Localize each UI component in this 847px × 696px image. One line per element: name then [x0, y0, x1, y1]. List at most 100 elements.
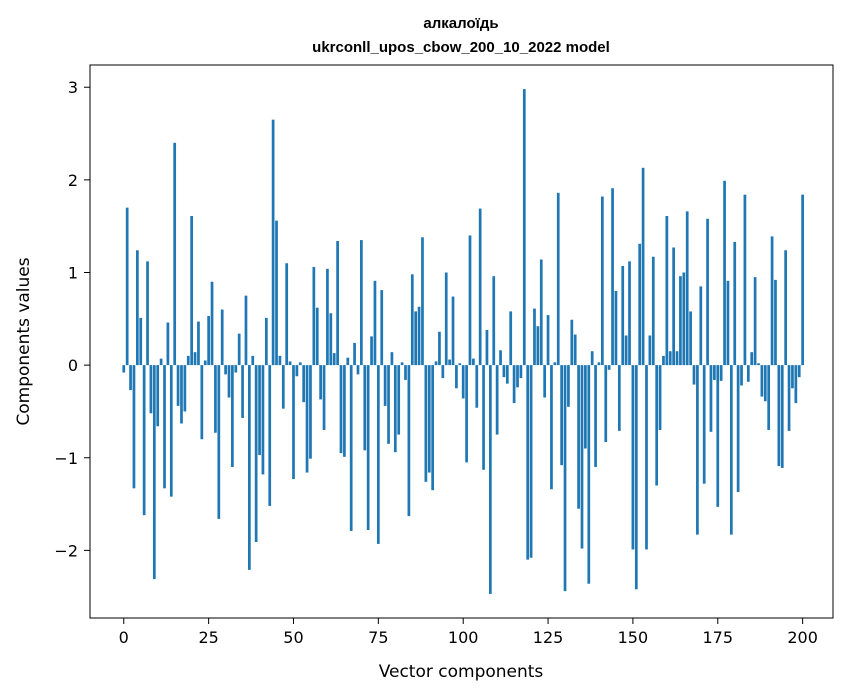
- bar-component-76: [380, 290, 384, 366]
- bar-component-18: [183, 365, 187, 412]
- bar-component-49: [288, 361, 292, 366]
- bar-component-69: [356, 365, 360, 375]
- bar-component-182: [740, 365, 743, 386]
- bar-component-108: [488, 365, 492, 594]
- bar-component-165: [682, 272, 686, 366]
- bar-component-190: [767, 365, 771, 430]
- bar-component-17: [180, 365, 183, 424]
- bar-component-64: [339, 365, 343, 454]
- bar-component-126: [550, 365, 553, 490]
- bar-component-105: [478, 208, 482, 366]
- y-tick-label: −1: [54, 449, 78, 468]
- bar-component-130: [563, 365, 567, 592]
- bar-component-21: [193, 352, 197, 366]
- x-tick-label: 25: [198, 628, 218, 647]
- bar-component-194: [780, 365, 784, 468]
- bar-component-151: [634, 365, 638, 590]
- bar-component-168: [692, 365, 696, 385]
- bar-component-84: [407, 365, 411, 517]
- bar-component-52: [298, 362, 302, 366]
- bar-component-13: [166, 322, 170, 366]
- bar-component-127: [553, 362, 557, 366]
- bar-component-48: [285, 263, 289, 366]
- bar-component-197: [791, 365, 794, 389]
- bar-component-93: [438, 331, 441, 366]
- bar-component-103: [472, 358, 475, 366]
- x-axis-label: Vector components: [379, 662, 544, 682]
- bar-component-181: [736, 365, 740, 493]
- bar-component-37: [248, 365, 251, 570]
- bar-component-20: [190, 215, 194, 366]
- bar-component-39: [254, 365, 258, 543]
- bar-component-53: [302, 365, 306, 403]
- bar-component-178: [726, 280, 730, 366]
- bar-component-77: [383, 365, 387, 406]
- bar-component-79: [390, 352, 394, 366]
- bar-component-96: [448, 359, 451, 366]
- bar-component-87: [417, 306, 421, 366]
- bar-component-31: [227, 365, 231, 398]
- bar-component-3: [132, 365, 136, 489]
- bar-component-109: [492, 276, 496, 366]
- bar-component-147: [621, 266, 625, 366]
- bar-component-150: [631, 365, 635, 550]
- bar-component-50: [292, 365, 295, 480]
- x-tick-label: 150: [618, 628, 649, 647]
- bar-component-57: [315, 307, 319, 366]
- bar-component-55: [309, 365, 312, 459]
- bar-component-70: [360, 240, 363, 366]
- bar-component-44: [271, 119, 275, 366]
- bar-component-189: [763, 365, 767, 402]
- bar-component-188: [760, 365, 764, 397]
- bar-component-135: [580, 365, 584, 549]
- bar-component-12: [163, 365, 166, 489]
- x-tick-label: 125: [533, 628, 564, 647]
- bar-component-29: [220, 309, 224, 366]
- bar-component-198: [794, 365, 798, 404]
- bar-component-156: [651, 256, 655, 366]
- bar-component-51: [295, 365, 299, 377]
- x-tick-label: 50: [283, 628, 303, 647]
- bar-component-34: [237, 333, 241, 366]
- bar-component-42: [264, 317, 268, 366]
- bar-component-11: [159, 358, 163, 366]
- bar-component-121: [533, 308, 536, 366]
- bar-component-153: [641, 167, 645, 366]
- bar-component-6: [142, 365, 146, 516]
- bar-component-173: [709, 365, 713, 432]
- bar-component-120: [529, 365, 533, 558]
- bar-component-115: [512, 365, 516, 404]
- bar-component-98: [455, 365, 458, 389]
- bar-component-80: [393, 365, 397, 453]
- bar-component-74: [373, 280, 377, 366]
- bar-component-100: [461, 365, 465, 399]
- bar-component-183: [743, 194, 747, 366]
- bar-component-179: [729, 365, 733, 535]
- bar-component-58: [319, 365, 322, 400]
- bar-component-176: [719, 365, 723, 381]
- bar-component-122: [536, 326, 540, 366]
- bar-component-15: [173, 142, 177, 366]
- bar-component-95: [444, 272, 448, 366]
- bar-component-91: [431, 365, 435, 491]
- bar-component-0: [122, 365, 126, 373]
- bar-component-142: [604, 365, 608, 442]
- bar-component-68: [353, 342, 356, 366]
- bar-component-61: [329, 313, 333, 366]
- bar-component-83: [404, 365, 407, 380]
- x-tick-label: 75: [368, 628, 388, 647]
- bar-component-164: [679, 276, 682, 366]
- bar-component-193: [777, 365, 781, 467]
- bar-component-134: [577, 365, 580, 509]
- bar-component-67: [349, 365, 353, 531]
- bar-component-187: [757, 363, 760, 366]
- bar-component-24: [203, 360, 207, 366]
- bar-component-4: [135, 250, 139, 366]
- bar-component-56: [312, 266, 316, 366]
- bar-component-161: [668, 351, 672, 366]
- bar-component-157: [655, 365, 659, 486]
- chart-title-line-1: алкалоїдь: [423, 15, 498, 32]
- bar-component-85: [410, 274, 414, 366]
- bar-component-73: [370, 336, 373, 366]
